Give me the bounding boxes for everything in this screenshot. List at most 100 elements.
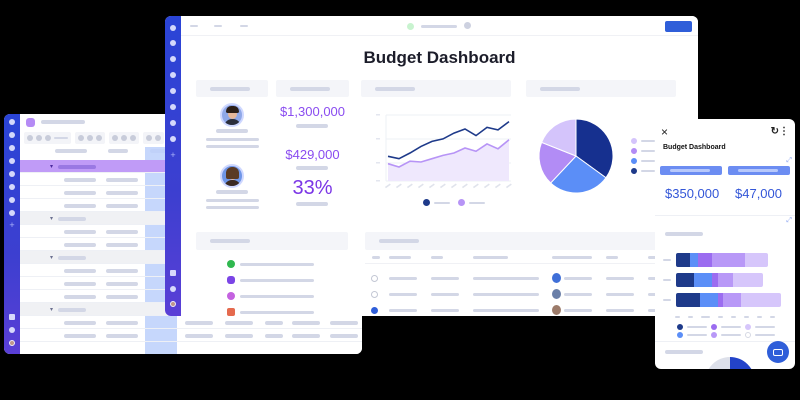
bar-segment[interactable] (690, 253, 698, 267)
search-icon[interactable] (170, 56, 176, 62)
bar-segment[interactable] (712, 273, 718, 287)
team-member-avatar[interactable] (220, 164, 244, 188)
sheet-title-bar (20, 114, 362, 130)
app-item[interactable] (227, 288, 314, 304)
app-icon (227, 308, 235, 316)
bar-segment[interactable] (733, 273, 763, 287)
expand-icon[interactable]: ⤢ (786, 217, 792, 224)
stacked-bar[interactable] (676, 253, 768, 267)
stacked-bar[interactable] (676, 293, 781, 307)
home-icon[interactable] (9, 119, 15, 125)
help-icon[interactable] (170, 286, 176, 292)
plus-icon[interactable]: + (170, 150, 176, 160)
section-title (665, 232, 703, 236)
bar-segment[interactable] (700, 293, 718, 307)
apps-grid-icon[interactable] (9, 314, 15, 320)
legend-item (711, 324, 741, 330)
settings-icon[interactable] (170, 136, 176, 142)
team-member-avatar[interactable] (220, 103, 244, 127)
whatsapp-icon (227, 260, 235, 268)
assignee-avatar[interactable] (552, 305, 561, 315)
search-icon[interactable] (9, 145, 15, 151)
messenger-icon (227, 292, 235, 300)
monitor-icon (773, 348, 783, 356)
chat-button[interactable] (767, 341, 789, 363)
table-row[interactable] (20, 316, 362, 329)
member-name (216, 129, 248, 133)
toolbar-group[interactable] (143, 132, 164, 144)
primary-action-button[interactable] (665, 21, 692, 32)
bar-segment[interactable] (698, 253, 712, 267)
mobile-dashboard-panel: × ↻ ⋮ Budget Dashboard ⤢ $350,000 $47,00… (655, 119, 795, 369)
checkbox[interactable] (371, 275, 378, 282)
folder-icon[interactable] (170, 72, 176, 78)
help-icon[interactable] (9, 327, 15, 333)
bar-segment[interactable] (745, 253, 768, 267)
clock-icon[interactable] (9, 171, 15, 177)
bar-segment[interactable] (741, 293, 781, 307)
bell-icon[interactable] (9, 132, 15, 138)
toolbar-group[interactable] (24, 132, 71, 144)
checkbox-checked[interactable] (371, 307, 378, 314)
toolbar-group[interactable] (75, 132, 105, 144)
close-icon[interactable]: × (661, 125, 669, 139)
users-icon[interactable] (9, 184, 15, 190)
toolbar-group[interactable] (109, 132, 139, 144)
bar-label (663, 299, 671, 301)
checkbox[interactable] (371, 291, 378, 298)
star-icon[interactable] (9, 197, 15, 203)
bar-axis-ticks (675, 316, 775, 318)
table-row[interactable] (20, 329, 362, 342)
bell-icon[interactable] (170, 40, 176, 46)
bar-segment[interactable] (676, 293, 700, 307)
nav-link[interactable] (190, 25, 198, 27)
app-item[interactable] (227, 272, 314, 288)
main-sidebar-rail: + (165, 16, 181, 316)
user-avatar[interactable] (9, 340, 15, 346)
refresh-icon[interactable]: ↻ (770, 126, 779, 137)
star-icon[interactable] (170, 120, 176, 126)
pie-chart[interactable] (536, 116, 616, 196)
stacked-bar[interactable] (676, 273, 763, 287)
settings-icon[interactable] (9, 210, 15, 216)
nav-link[interactable] (240, 25, 248, 27)
pie-chart-legend (631, 136, 655, 176)
kpi-label (296, 202, 328, 206)
bar-segment[interactable] (694, 273, 712, 287)
expand-icon[interactable]: ⤢ (786, 157, 792, 164)
pie-slice[interactable] (575, 118, 614, 179)
sheet-toolbar (20, 131, 362, 145)
users-icon[interactable] (170, 104, 176, 110)
legend-item (677, 332, 707, 338)
bar-segment[interactable] (676, 253, 690, 267)
table-row[interactable] (365, 304, 698, 316)
bar-segment[interactable] (723, 293, 741, 307)
pie-slice[interactable] (540, 118, 577, 157)
dashboard-content: Budget Dashboard $1,300,000 $429,000 33% (181, 16, 698, 316)
member-detail (206, 206, 259, 209)
pie-chart-card-header (526, 80, 676, 97)
table-row[interactable] (365, 288, 698, 302)
app-item[interactable] (227, 304, 314, 316)
apps-grid-icon[interactable] (170, 270, 176, 276)
line-chart-card-header (361, 80, 511, 97)
table-row[interactable] (365, 272, 698, 286)
nav-link[interactable] (214, 25, 222, 27)
line-chart-legend (423, 199, 485, 206)
home-icon[interactable] (170, 25, 176, 31)
folder-icon[interactable] (9, 158, 15, 164)
more-options-icon[interactable]: ⋮ (779, 126, 789, 137)
bar-segment[interactable] (718, 273, 733, 287)
app-item[interactable] (227, 256, 314, 272)
pie-slice[interactable] (549, 155, 607, 194)
clock-icon[interactable] (170, 88, 176, 94)
bar-segment[interactable] (712, 253, 745, 267)
settings-dot-icon[interactable] (464, 22, 471, 29)
plus-icon[interactable]: + (9, 220, 15, 230)
bar-segment[interactable] (676, 273, 694, 287)
assignee-avatar[interactable] (552, 289, 561, 299)
line-chart[interactable] (376, 111, 516, 191)
user-avatar[interactable] (170, 301, 176, 307)
bar-segment[interactable] (718, 293, 723, 307)
assignee-avatar[interactable] (552, 273, 561, 283)
